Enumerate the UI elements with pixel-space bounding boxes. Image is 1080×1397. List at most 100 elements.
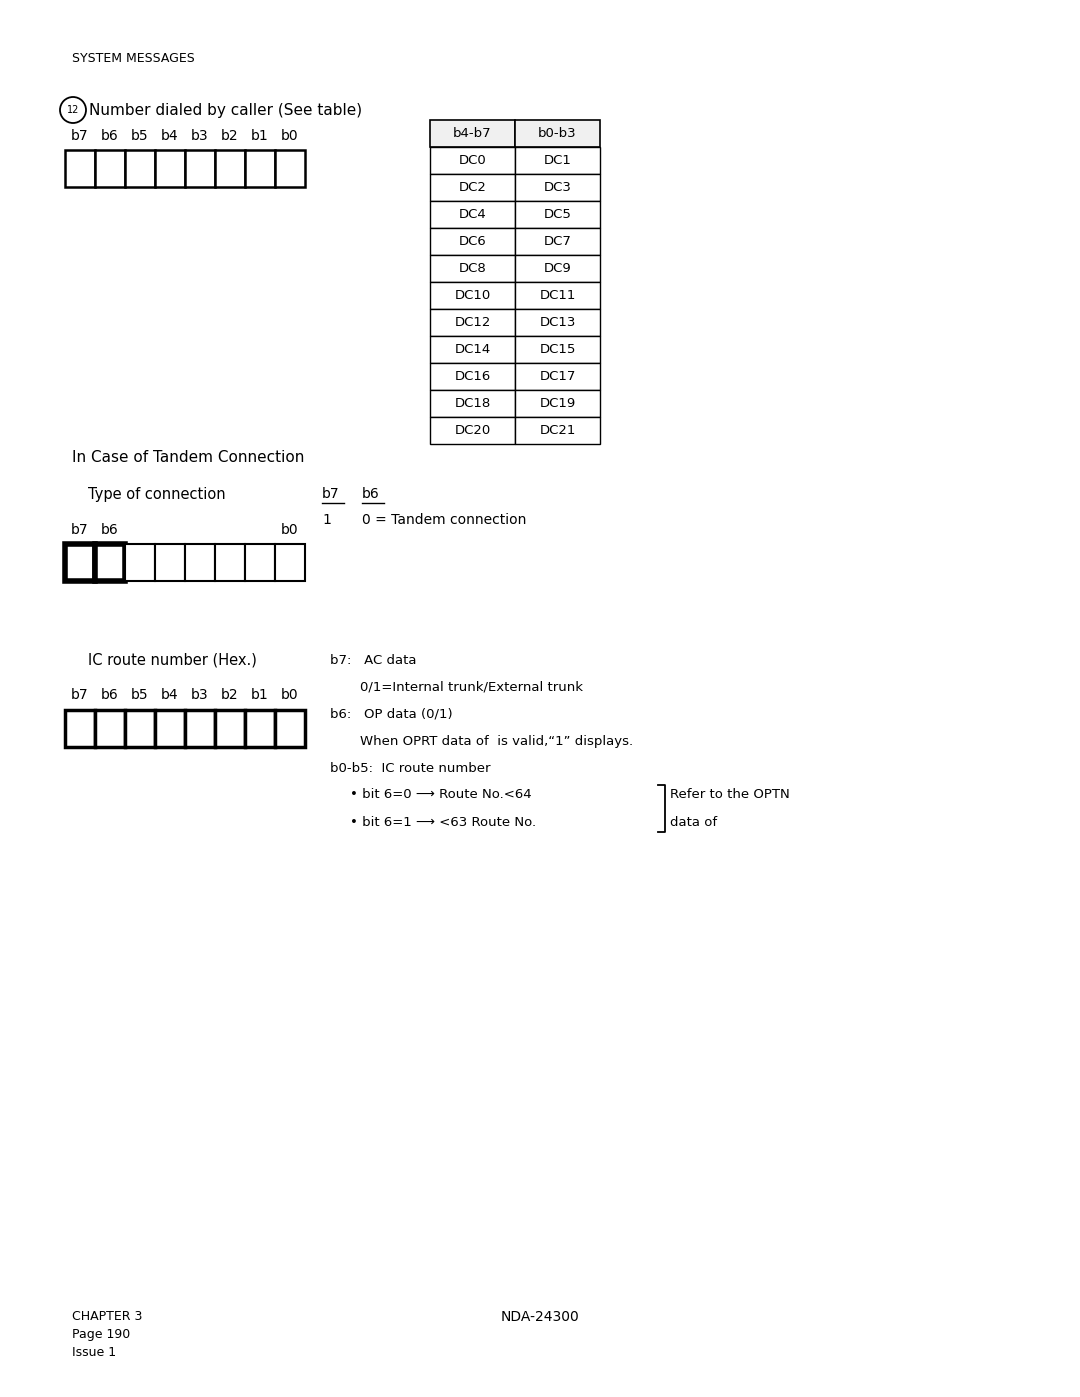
Bar <box>275 149 305 187</box>
Text: 1: 1 <box>322 513 330 527</box>
Bar <box>515 228 600 256</box>
Text: • bit 6=0 ⟶ Route No.<64: • bit 6=0 ⟶ Route No.<64 <box>350 788 531 802</box>
Bar <box>65 710 95 747</box>
Text: b7: b7 <box>71 522 89 536</box>
Bar <box>65 149 95 187</box>
Bar <box>515 337 600 363</box>
Text: b0-b5:  IC route number: b0-b5: IC route number <box>330 761 490 774</box>
Bar <box>430 201 515 228</box>
Text: Number dialed by caller (See table): Number dialed by caller (See table) <box>89 102 362 117</box>
Text: Type of connection: Type of connection <box>87 486 226 502</box>
Text: b7: b7 <box>322 488 339 502</box>
Bar <box>430 309 515 337</box>
Text: DC7: DC7 <box>543 235 571 249</box>
Text: b1: b1 <box>252 687 269 703</box>
Bar <box>515 201 600 228</box>
Bar <box>245 710 275 747</box>
Bar <box>245 543 275 581</box>
Text: DC12: DC12 <box>455 316 490 330</box>
Bar <box>515 175 600 201</box>
Bar <box>430 120 515 147</box>
Bar <box>245 149 275 187</box>
Text: Issue 1: Issue 1 <box>72 1345 117 1359</box>
Bar <box>65 543 95 581</box>
Text: b3: b3 <box>191 129 208 142</box>
Text: CHAPTER 3: CHAPTER 3 <box>72 1310 143 1323</box>
Text: b6: b6 <box>102 522 119 536</box>
Text: DC6: DC6 <box>459 235 486 249</box>
Text: DC11: DC11 <box>539 289 576 302</box>
Text: b4: b4 <box>161 687 179 703</box>
Text: DC10: DC10 <box>455 289 490 302</box>
Bar <box>515 363 600 390</box>
Bar <box>95 543 125 581</box>
Text: DC0: DC0 <box>459 154 486 168</box>
Text: DC18: DC18 <box>455 397 490 409</box>
Text: In Case of Tandem Connection: In Case of Tandem Connection <box>72 450 305 465</box>
Bar <box>215 149 245 187</box>
Bar <box>430 282 515 309</box>
Text: SYSTEM MESSAGES: SYSTEM MESSAGES <box>72 52 194 66</box>
Text: Page 190: Page 190 <box>72 1329 131 1341</box>
Bar <box>430 228 515 256</box>
Bar <box>430 390 515 416</box>
Text: b0: b0 <box>281 687 299 703</box>
Bar <box>125 710 156 747</box>
Text: DC13: DC13 <box>539 316 576 330</box>
Bar <box>515 147 600 175</box>
Bar <box>185 149 215 187</box>
Text: IC route number (Hex.): IC route number (Hex.) <box>87 652 257 668</box>
Text: b0: b0 <box>281 522 299 536</box>
Bar <box>515 120 600 147</box>
Text: • bit 6=1 ⟶ <63 Route No.: • bit 6=1 ⟶ <63 Route No. <box>350 816 536 828</box>
Text: b6:   OP data (0/1): b6: OP data (0/1) <box>330 707 453 721</box>
Text: b4: b4 <box>161 129 179 142</box>
Text: DC20: DC20 <box>455 425 490 437</box>
Bar <box>125 543 156 581</box>
Text: 0/1=Internal trunk/External trunk: 0/1=Internal trunk/External trunk <box>360 680 583 693</box>
Text: b0: b0 <box>281 129 299 142</box>
Bar <box>215 543 245 581</box>
Text: DC2: DC2 <box>459 182 486 194</box>
Bar <box>156 710 185 747</box>
Text: b7:   AC data: b7: AC data <box>330 654 417 666</box>
Text: DC1: DC1 <box>543 154 571 168</box>
Text: b2: b2 <box>221 129 239 142</box>
Bar <box>515 416 600 444</box>
Text: b6: b6 <box>362 488 380 502</box>
Bar <box>430 416 515 444</box>
Bar <box>430 175 515 201</box>
Text: When OPRT data of  is valid,“1” displays.: When OPRT data of is valid,“1” displays. <box>360 735 633 747</box>
Text: b2: b2 <box>221 687 239 703</box>
Text: b5: b5 <box>131 129 149 142</box>
Text: DC9: DC9 <box>543 263 571 275</box>
Bar <box>430 147 515 175</box>
Bar <box>515 282 600 309</box>
Text: DC16: DC16 <box>455 370 490 383</box>
Text: b0-b3: b0-b3 <box>538 127 577 140</box>
Bar <box>125 149 156 187</box>
Bar <box>156 149 185 187</box>
Text: data of: data of <box>670 816 717 828</box>
Text: Refer to the OPTN: Refer to the OPTN <box>670 788 789 802</box>
Text: 0 = Tandem connection: 0 = Tandem connection <box>362 513 526 527</box>
Bar <box>185 710 215 747</box>
Bar <box>95 149 125 187</box>
Bar <box>156 543 185 581</box>
Text: DC21: DC21 <box>539 425 576 437</box>
Circle shape <box>60 96 86 123</box>
Text: b6: b6 <box>102 129 119 142</box>
Text: b7: b7 <box>71 129 89 142</box>
Text: b6: b6 <box>102 687 119 703</box>
Bar <box>515 390 600 416</box>
Text: DC15: DC15 <box>539 344 576 356</box>
Text: NDA-24300: NDA-24300 <box>501 1310 579 1324</box>
Text: DC17: DC17 <box>539 370 576 383</box>
Text: b1: b1 <box>252 129 269 142</box>
Bar <box>185 543 215 581</box>
Bar <box>515 256 600 282</box>
Bar <box>430 363 515 390</box>
Bar <box>515 309 600 337</box>
Bar <box>430 337 515 363</box>
Bar <box>95 710 125 747</box>
